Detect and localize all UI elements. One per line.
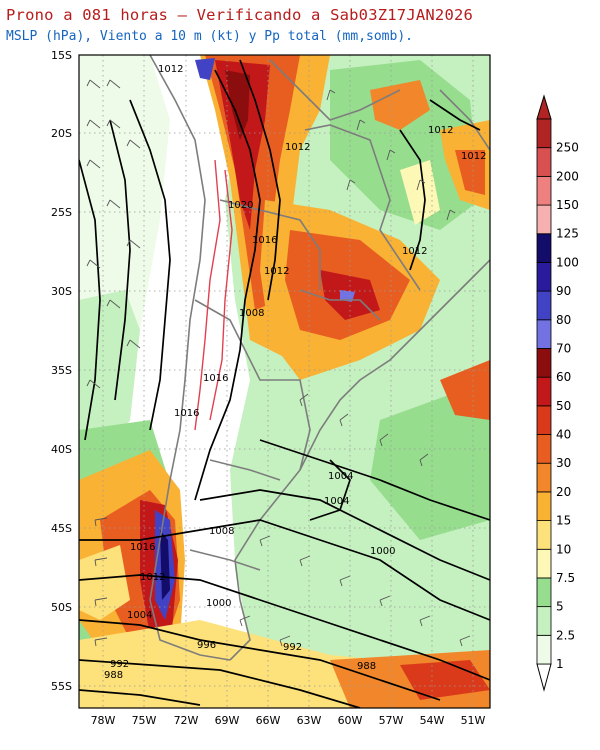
colorbar-top-arrow [536,94,552,120]
colorbar-label: 90 [556,284,571,298]
svg-text:54W: 54W [420,714,445,727]
svg-text:1008: 1008 [239,308,264,319]
colorbar-swatch [536,491,552,521]
svg-text:1012: 1012 [402,246,427,257]
svg-text:1004: 1004 [328,471,353,482]
svg-text:72W: 72W [174,714,199,727]
colorbar-swatch [536,405,552,435]
svg-text:1004: 1004 [127,610,152,621]
precip-colorbar: 1 2.5 5 7.5 10 15 20 30 40 50 60 70 80 90 100 125 150 200… [536,94,579,692]
svg-text:992: 992 [283,642,302,653]
colorbar-swatch [536,204,552,235]
svg-text:1012: 1012 [140,572,165,583]
svg-text:30S: 30S [51,285,72,298]
svg-text:1012: 1012 [158,64,183,75]
isobar-labels: 1012 1012 1012 1012 1012 1020 1016 1012 … [104,64,486,681]
colorbar-swatch [536,462,552,493]
svg-text:45S: 45S [51,522,72,535]
svg-text:988: 988 [357,661,376,672]
svg-text:60W: 60W [338,714,363,727]
svg-text:1012: 1012 [461,151,486,162]
svg-text:35S: 35S [51,364,72,377]
colorbar-swatch [536,376,552,407]
colorbar-label: 30 [556,456,571,470]
svg-text:1016: 1016 [174,408,199,419]
map-subtitle: MSLP (hPa), Viento a 10 m (kt) y Pp tota… [6,29,413,44]
svg-text:63W: 63W [297,714,322,727]
colorbar-label: 40 [556,428,571,442]
colorbar-swatch [536,233,552,263]
colorbar-swatch [536,290,552,321]
map-frame [78,54,491,709]
colorbar-label: 125 [556,227,579,241]
svg-text:988: 988 [104,670,123,681]
colorbar-swatch [536,548,552,579]
colorbar-swatch [536,634,552,665]
svg-text:1016: 1016 [252,235,277,246]
colorbar-label: 50 [556,399,571,413]
svg-text:69W: 69W [215,714,240,727]
svg-text:1004: 1004 [324,496,349,507]
colorbar-label: 10 [556,542,571,556]
colorbar-label: 20 [556,485,571,499]
svg-text:1016: 1016 [130,542,155,553]
colorbar-label: 250 [556,141,579,155]
colorbar-label: 2.5 [556,628,575,642]
svg-text:1012: 1012 [285,142,310,153]
svg-text:1016: 1016 [203,373,228,384]
svg-text:50S: 50S [51,601,72,614]
colorbar-label: 60 [556,370,571,384]
svg-text:57W: 57W [379,714,404,727]
svg-text:75W: 75W [132,714,157,727]
svg-text:66W: 66W [256,714,281,727]
latitude-axis: 15S 20S 25S 30S 35S 40S 45S 50S 55S [51,49,72,693]
longitude-axis: 78W 75W 72W 69W 66W 63W 60W 57W 54W 51W [91,714,486,727]
colorbar-swatch [536,434,552,464]
svg-text:996: 996 [197,640,216,651]
colorbar-swatch [536,175,552,206]
svg-text:1000: 1000 [370,546,395,557]
svg-text:51W: 51W [461,714,486,727]
svg-text:20S: 20S [51,127,72,140]
colorbar-swatch [536,348,552,378]
colorbar-bottom-arrow [536,663,552,692]
colorbar-swatch [536,147,552,177]
colorbar-label: 80 [556,313,571,327]
isobars [79,59,490,708]
map-title: Prono a 081 horas — Verificando a Sab03Z… [6,6,474,24]
colorbar-label: 1 [556,657,564,671]
svg-text:40S: 40S [51,443,72,456]
svg-text:1000: 1000 [206,598,231,609]
colorbar-label: 5 [556,600,564,614]
svg-text:1012: 1012 [264,266,289,277]
colorbar-label: 7.5 [556,571,575,585]
svg-text:1008: 1008 [209,526,234,537]
colorbar-swatch [536,319,552,349]
svg-text:25S: 25S [51,206,72,219]
colorbar-swatch [536,577,552,608]
colorbar-label: 150 [556,198,579,212]
colorbar-swatch [536,118,552,149]
svg-text:1020: 1020 [228,200,253,211]
svg-text:992: 992 [110,659,129,670]
colorbar-swatch [536,520,552,550]
colorbar-swatch [536,606,552,636]
svg-text:78W: 78W [91,714,116,727]
colorbar-label: 200 [556,169,579,183]
colorbar-swatch [536,262,552,292]
colorbar-label: 100 [556,255,579,269]
svg-text:1012: 1012 [428,125,453,136]
svg-text:15S: 15S [51,49,72,62]
colorbar-label: 70 [556,342,571,356]
wind-barbs [86,79,471,647]
colorbar-label: 15 [556,514,571,528]
high-pressure-contour [194,159,233,431]
svg-text:55S: 55S [51,680,72,693]
